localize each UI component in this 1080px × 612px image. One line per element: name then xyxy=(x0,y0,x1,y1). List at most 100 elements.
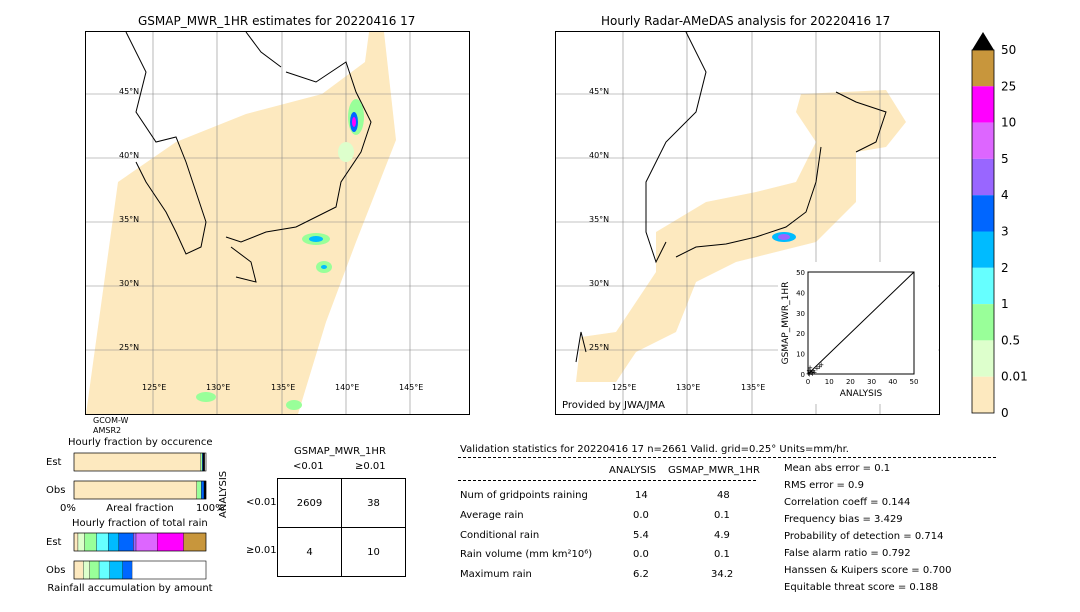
validation-row-label: Rain volume (mm km²10⁶) xyxy=(460,549,593,560)
left-lat-label: 45°N xyxy=(119,87,139,96)
bar-segment xyxy=(200,452,203,472)
scatter-plot: 0 10 20 30 40 5001020304050++++++++++++ANALYS… xyxy=(781,269,918,399)
colorbar-segment xyxy=(972,340,994,377)
colorbar-tick-label: 50 xyxy=(1001,43,1016,57)
right-lat-label: 30°N xyxy=(589,279,609,288)
x-tick-label: 20 xyxy=(846,378,855,386)
y-axis-label: GSMAP_MWR_1HR xyxy=(781,282,791,365)
contingency-row-header: <0.01 xyxy=(246,497,277,508)
bar-segment xyxy=(89,560,100,580)
right-lon-label: 130°E xyxy=(676,383,700,392)
scatter-point: + xyxy=(817,363,823,371)
row-label: Est xyxy=(46,537,62,548)
validation-row-gsmap: 0.1 xyxy=(714,510,730,521)
colorbar-segment xyxy=(972,231,994,268)
sensor-label: AMSR2 xyxy=(93,426,122,435)
right-lat-label: 35°N xyxy=(589,215,609,224)
bar-segment xyxy=(122,560,133,580)
score-line: Frequency bias = 3.429 xyxy=(784,514,903,525)
occurrence-chart: Est Obs 0% 100% Areal fraction xyxy=(40,450,230,514)
left-lon-label: 140°E xyxy=(335,383,359,392)
validation-header: Validation statistics for 20220416 17 n=… xyxy=(460,444,849,455)
x-axis-label: Areal fraction xyxy=(106,503,173,514)
colorbar-outline xyxy=(971,49,995,414)
contingency-cell: 4 xyxy=(277,527,342,577)
bar-segment xyxy=(98,560,110,580)
total-rain-chart: Est Obs Rainfall accumulation by amount xyxy=(40,530,230,594)
left-lon-label: 145°E xyxy=(399,383,423,392)
bar-segment xyxy=(196,480,202,500)
colorbar-tick-label: 5 xyxy=(1001,152,1009,166)
right-lon-label: 125°E xyxy=(612,383,636,392)
colorbar-tick-label: 4 xyxy=(1001,188,1009,202)
right-map-title: Hourly Radar-AMeDAS analysis for 2022041… xyxy=(601,14,891,28)
contingency-cell: 10 xyxy=(341,527,406,577)
colorbar-segment xyxy=(972,376,994,413)
validation-col-divider xyxy=(458,480,756,481)
bar-outline xyxy=(73,480,207,500)
bar-segment xyxy=(73,532,79,552)
bar-segment xyxy=(157,532,184,552)
colorbar-tick-label: 10 xyxy=(1001,116,1016,130)
scatter-point: + xyxy=(806,367,812,375)
validation-row-analysis: 14 xyxy=(635,490,648,501)
validation-row-label: Maximum rain xyxy=(460,569,532,580)
scatter-point: + xyxy=(811,369,817,377)
validation-col-analysis: ANALYSIS xyxy=(609,465,657,476)
bar-segment xyxy=(135,532,158,552)
occurrence-bars: Est Obs 0% 100% Areal fraction xyxy=(46,452,225,514)
score-line: RMS error = 0.9 xyxy=(784,480,864,491)
scatter-point: + xyxy=(806,370,812,378)
validation-col-gsmap: GSMAP_MWR_1HR xyxy=(668,465,760,476)
left-lat-label: 30°N xyxy=(119,279,139,288)
x-axis-label: ANALYSIS xyxy=(840,389,883,399)
radar-coverage xyxy=(576,90,906,382)
provider-credit: Provided by JWA/JMA xyxy=(562,400,665,411)
coastline xyxy=(575,32,887,363)
diagonal-line xyxy=(807,271,915,375)
scatter-point: + xyxy=(807,371,813,379)
colorbar-segment xyxy=(972,50,994,87)
left-lat-label: 40°N xyxy=(119,151,139,160)
row-label: Obs xyxy=(46,485,65,496)
satellite-swath xyxy=(86,32,396,414)
bar-segment xyxy=(201,480,205,500)
y-tick-label: 50 xyxy=(796,269,805,277)
bar-segment xyxy=(183,532,207,552)
left-lon-label: 135°E xyxy=(271,383,295,392)
score-line: False alarm ratio = 0.792 xyxy=(784,548,911,559)
contingency-col-header: ≥0.01 xyxy=(355,461,386,472)
validation-row-analysis: 0.0 xyxy=(633,510,649,521)
contingency-table: 2609 38 4 10 xyxy=(277,478,406,577)
scatter-point: + xyxy=(810,370,816,378)
colorbar-segment xyxy=(972,195,994,232)
validation-row-label: Num of gridpoints raining xyxy=(460,490,588,501)
coastline xyxy=(125,32,372,283)
validation-row-analysis: 0.0 xyxy=(633,549,649,560)
bar-segment xyxy=(73,452,201,472)
validation-row-analysis: 6.2 xyxy=(633,569,649,580)
validation-row-gsmap: 34.2 xyxy=(711,569,734,580)
colorbar-segment xyxy=(972,267,994,305)
row-label: Obs xyxy=(46,565,65,576)
colorbar-segment xyxy=(972,304,994,341)
scatter-inset: 0 10 20 30 40 50 0 10 20 30 40 50 + + + + + + + + + + + + ANALYS… xyxy=(778,262,938,404)
bar-segment xyxy=(83,560,90,580)
colorbar-tick-label: 3 xyxy=(1001,225,1009,239)
scatter-point: + xyxy=(809,369,815,377)
total-rain-chart-title: Hourly fraction of total rain xyxy=(72,518,208,529)
left-map-title: GSMAP_MWR_1HR estimates for 20220416 17 xyxy=(138,14,416,28)
left-lat-label: 35°N xyxy=(119,215,139,224)
colorbar-segment xyxy=(972,86,994,123)
contingency-row-header: ≥0.01 xyxy=(246,545,277,556)
bar-segment xyxy=(73,480,197,500)
bar-segment xyxy=(73,560,84,580)
y-tick-label: 20 xyxy=(796,330,805,338)
colorbar-tick-label: 2 xyxy=(1001,261,1009,275)
score-line: Correlation coeff = 0.144 xyxy=(784,497,911,508)
bar-segment xyxy=(202,452,205,472)
x-tick-label: 40 xyxy=(888,378,897,386)
contingency-col-header: <0.01 xyxy=(293,461,324,472)
x-axis-label: Rainfall accumulation by amount xyxy=(47,583,212,594)
right-lat-label: 40°N xyxy=(589,151,609,160)
